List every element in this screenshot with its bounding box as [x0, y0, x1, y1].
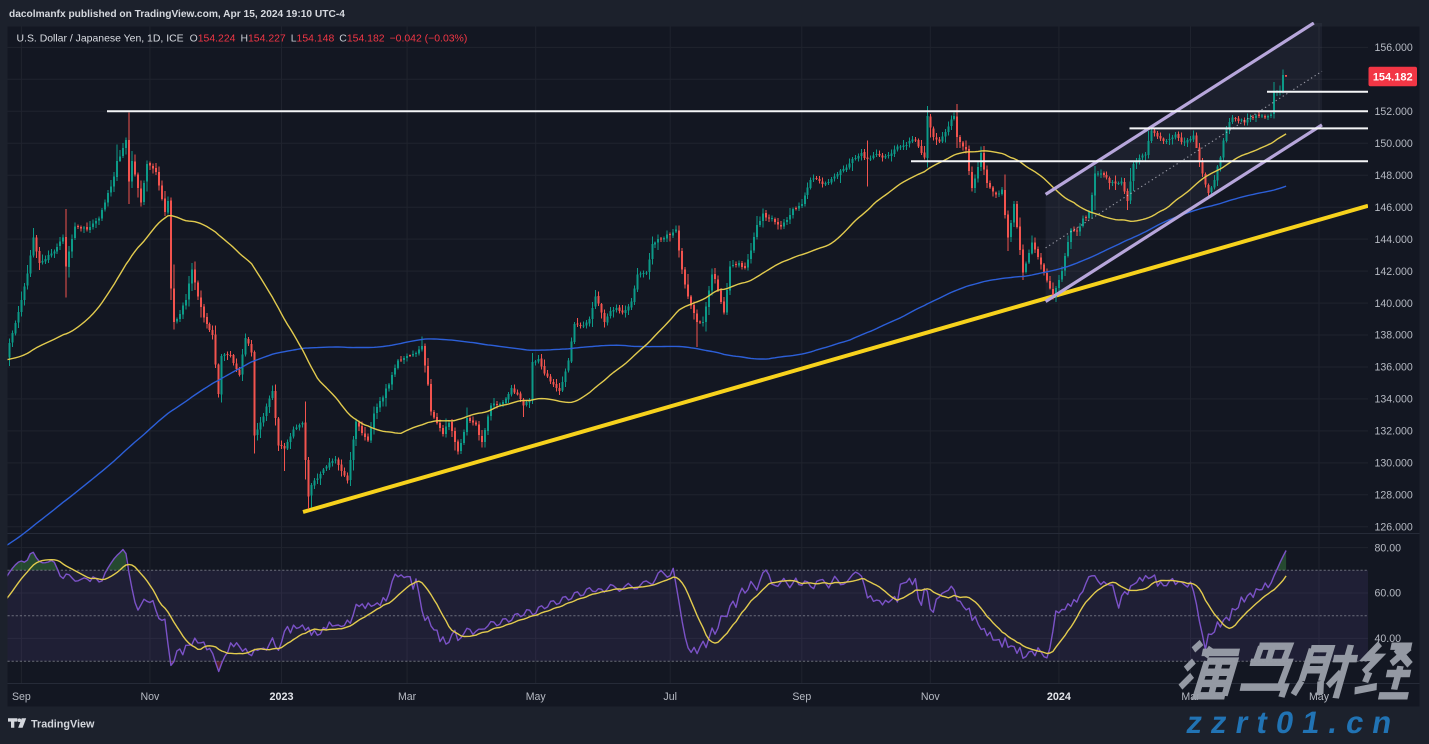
svg-text:134.000: 134.000: [1375, 394, 1413, 406]
svg-text:80.00: 80.00: [1375, 542, 1402, 554]
svg-text:40.00: 40.00: [1375, 633, 1402, 645]
svg-text:2024: 2024: [1047, 691, 1071, 703]
svg-text:138.000: 138.000: [1375, 330, 1413, 342]
svg-text:zzrt01.cn: zzrt01.cn: [1184, 705, 1404, 739]
svg-text:152.000: 152.000: [1375, 106, 1413, 118]
svg-text:156.000: 156.000: [1375, 42, 1413, 54]
svg-text:148.000: 148.000: [1375, 170, 1413, 182]
svg-text:Mar: Mar: [398, 691, 417, 703]
svg-text:146.000: 146.000: [1375, 202, 1413, 214]
svg-text:TradingView: TradingView: [31, 719, 95, 731]
svg-text:128.000: 128.000: [1375, 490, 1413, 502]
svg-text:Sep: Sep: [12, 691, 31, 703]
svg-text:Nov: Nov: [140, 691, 160, 703]
svg-text:136.000: 136.000: [1375, 362, 1413, 374]
svg-text:154.182: 154.182: [1373, 72, 1413, 84]
svg-text:Sep: Sep: [792, 691, 811, 703]
svg-text:144.000: 144.000: [1375, 234, 1413, 246]
svg-text:Jul: Jul: [663, 691, 677, 703]
svg-text:142.000: 142.000: [1375, 266, 1413, 278]
svg-text:126.000: 126.000: [1375, 522, 1413, 534]
svg-text:Nov: Nov: [921, 691, 941, 703]
svg-text:132.000: 132.000: [1375, 426, 1413, 438]
svg-text:May: May: [1309, 691, 1330, 703]
svg-text:60.00: 60.00: [1375, 588, 1402, 600]
svg-text:2023: 2023: [269, 691, 293, 703]
svg-text:150.000: 150.000: [1375, 138, 1413, 150]
svg-text:May: May: [526, 691, 547, 703]
svg-text:130.000: 130.000: [1375, 458, 1413, 470]
svg-text:140.000: 140.000: [1375, 298, 1413, 310]
svg-text:dacolmanfx published on Tradin: dacolmanfx published on TradingView.com,…: [9, 9, 345, 20]
svg-text:U.S. Dollar / Japanese Yen, 1D: U.S. Dollar / Japanese Yen, 1D, ICE O154.…: [17, 34, 468, 45]
